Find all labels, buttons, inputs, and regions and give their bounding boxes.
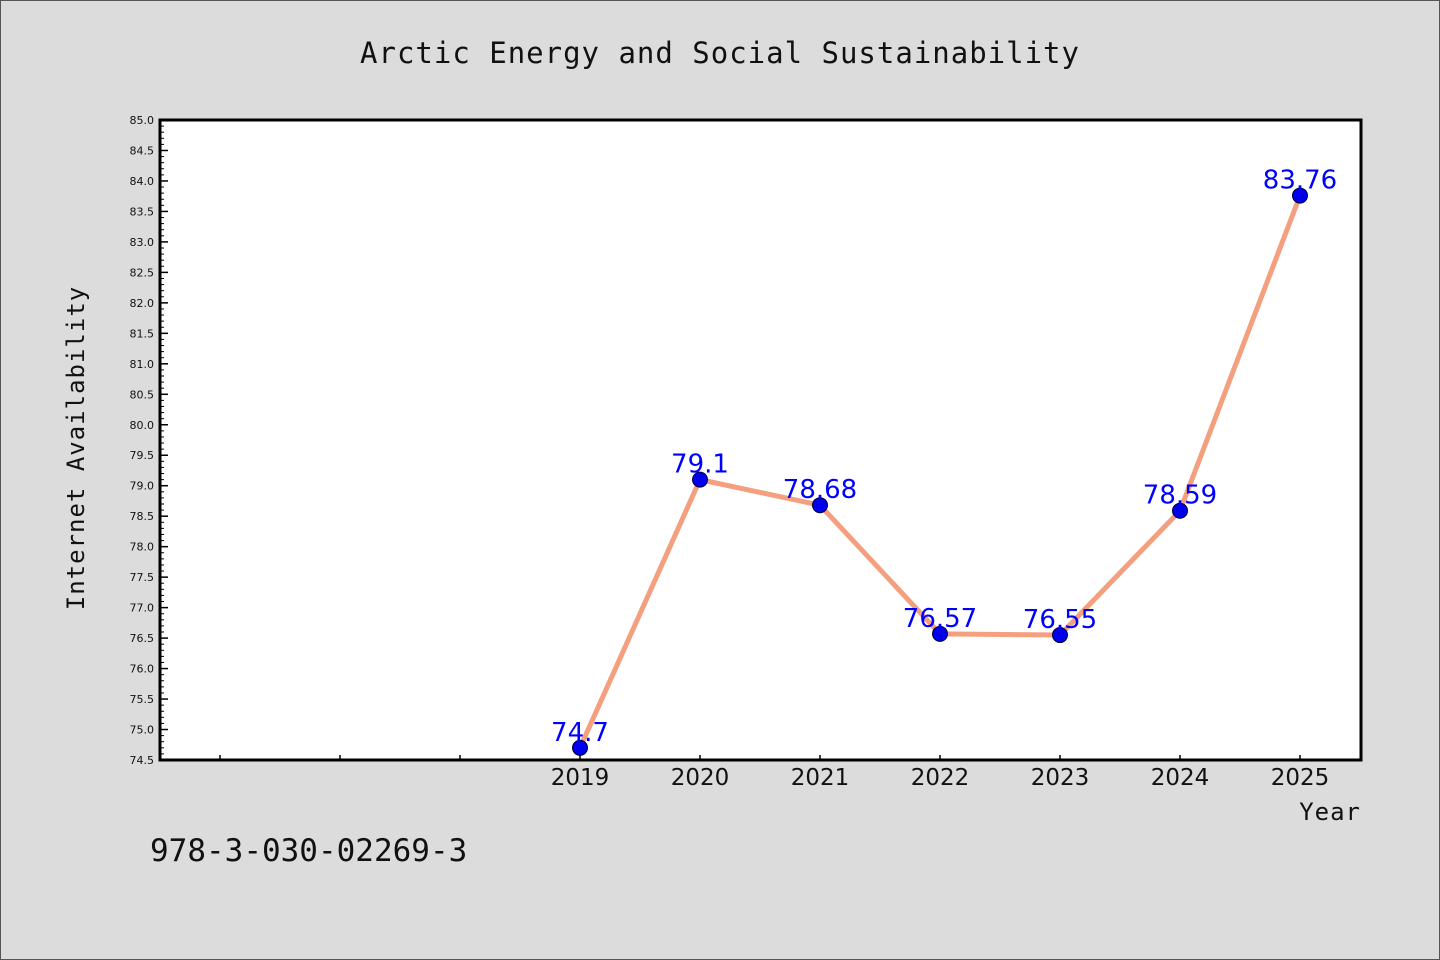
data-label: 78.59: [1143, 481, 1217, 511]
y-tick-label: 75.0: [130, 724, 155, 737]
data-label: 74.7: [551, 718, 609, 748]
plot-area: [158, 118, 1363, 762]
y-tick-label: 79.0: [130, 480, 155, 493]
data-point: [1292, 187, 1308, 204]
x-tick-label: 2020: [671, 765, 730, 791]
data-label: 76.57: [903, 604, 977, 634]
series-layer: 74.7 79.1 78.68 76.57 76.55 78.59 83.76: [551, 166, 1337, 756]
x-tick-label: 2025: [1271, 765, 1330, 791]
y-tick-label: 83.5: [130, 205, 155, 218]
y-tick-label: 80.5: [130, 388, 155, 401]
data-point: [1052, 627, 1068, 644]
y-tick-label: 76.0: [130, 663, 155, 676]
y-tick-label: 80.0: [130, 419, 155, 432]
y-tick-label: 85.0: [130, 114, 155, 127]
x-axis-title: Year: [1299, 798, 1361, 826]
data-point: [932, 625, 948, 642]
x-tick-label: 2021: [791, 765, 850, 791]
data-point: [812, 497, 828, 514]
y-tick-label: 79.5: [130, 449, 155, 462]
y-tick-label: 75.5: [130, 693, 155, 706]
data-label: 76.55: [1023, 605, 1097, 635]
data-label: 78.68: [783, 475, 857, 505]
data-point: [692, 471, 708, 488]
y-tick-label: 76.5: [130, 632, 155, 645]
y-tick-label: 77.5: [130, 571, 155, 584]
x-axis: 2019 2020 2021 2022 2023 2024 2025: [219, 755, 1330, 791]
data-point: [1172, 502, 1188, 519]
y-tick-label: 78.5: [130, 510, 155, 523]
y-tick-label: 84.5: [130, 144, 155, 157]
x-tick-label: 2022: [911, 765, 970, 791]
x-tick-label: 2023: [1031, 765, 1090, 791]
y-axis: 74.5 75.0 75.5 76.0 76.5 77.0 77.5 78.0 78.5 79.0…: [130, 114, 168, 767]
y-tick-label: 82.5: [130, 266, 155, 279]
y-tick-label: 82.0: [130, 297, 155, 310]
x-tick-label: 2019: [551, 765, 610, 791]
data-point: [572, 739, 588, 756]
y-tick-label: 74.5: [130, 754, 155, 767]
isbn-footer: 978-3-030-02269-3: [150, 833, 468, 869]
y-tick-label: 83.0: [130, 236, 155, 249]
y-axis-title: Internet Availability: [62, 286, 90, 610]
y-tick-label: 78.0: [130, 541, 155, 554]
y-tick-label: 81.0: [130, 358, 155, 371]
y-tick-label: 84.0: [130, 175, 155, 188]
chart-title: Arctic Energy and Social Sustainability: [360, 36, 1080, 70]
data-label: 83.76: [1263, 166, 1337, 196]
x-tick-label: 2024: [1151, 765, 1210, 791]
y-tick-label: 81.5: [130, 327, 155, 340]
data-label: 79.1: [671, 450, 729, 480]
y-tick-label: 77.0: [130, 602, 155, 615]
